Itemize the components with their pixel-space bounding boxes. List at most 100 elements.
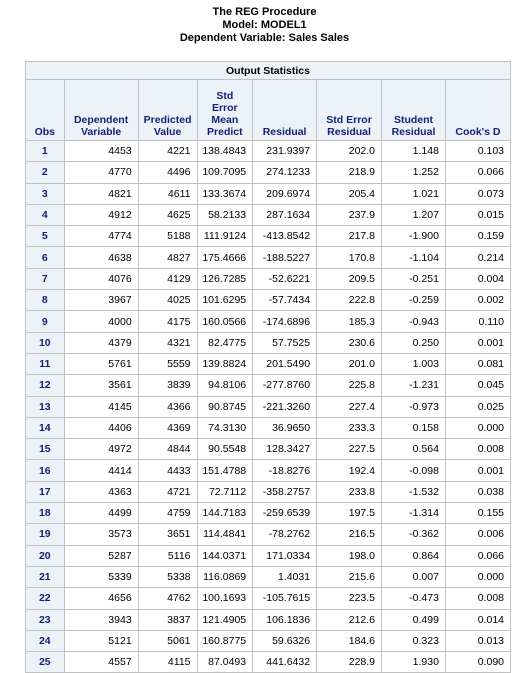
cell-student-residual: 1.003 <box>381 352 446 376</box>
cell-std-error-mean-predict: 133.3674 <box>196 182 254 205</box>
cell-std-error-mean-predict: 100.1693 <box>196 587 254 610</box>
cell-obs: 3 <box>25 182 65 205</box>
cell-residual: -18.8276 <box>252 459 318 482</box>
procedure-title: The REG Procedure <box>212 6 317 18</box>
table-row: 2 4770 4496 109.7095 274.1233 218.9 1.252 0.066 <box>25 161 512 184</box>
cell-dependent-value: 4076 <box>63 267 139 291</box>
output-statistics-table: Output Statistics Obs Dependent Variable … <box>25 61 512 673</box>
cell-student-residual: 0.158 <box>381 416 446 440</box>
cell-dependent-value: 4453 <box>63 139 139 163</box>
cell-residual: -174.6896 <box>252 310 318 333</box>
cell-dependent-value: 5287 <box>63 544 139 567</box>
cell-dependent-value: 5339 <box>63 565 139 589</box>
cell-predicted-value: 4759 <box>137 502 198 525</box>
table-row: 5 4774 5188 111.9124 -413.8542 217.8 -1.900 0.1… <box>25 225 512 248</box>
cell-dependent-value: 4414 <box>63 459 139 482</box>
table-body: 1 4453 4221 138.4843 231.9397 202.0 1.148 0.103… <box>25 139 512 673</box>
table-caption: Output Statistics <box>25 61 511 80</box>
table-row: 20 5287 5116 144.0371 171.0334 198.0 0.864 0.06… <box>25 544 512 567</box>
cell-student-residual: -0.362 <box>381 523 446 546</box>
cell-obs: 1 <box>25 139 65 163</box>
cell-obs: 5 <box>25 225 65 248</box>
cell-student-residual: -1.104 <box>381 246 446 269</box>
cell-predicted-value: 4129 <box>137 267 198 291</box>
cell-cooks-d: 0.000 <box>444 416 512 440</box>
cell-residual: 231.9397 <box>252 139 318 163</box>
table-row: 24 5121 5061 160.8775 59.6326 184.6 0.323 0.013 <box>25 629 512 653</box>
cell-cooks-d: 0.110 <box>444 310 512 333</box>
table-row: 19 3573 3651 114.4841 -78.2762 216.5 -0.362 0.0… <box>25 523 512 546</box>
header-std-error-residual: Std Error Residual <box>316 79 383 141</box>
cell-dependent-value: 3573 <box>63 523 139 546</box>
cell-std-error-residual: 209.5 <box>316 267 383 291</box>
cell-dependent-value: 4557 <box>63 651 139 673</box>
cell-cooks-d: 0.002 <box>444 289 512 312</box>
cell-residual: 59.6326 <box>252 629 318 653</box>
cell-student-residual: 1.021 <box>381 182 446 205</box>
cell-obs: 4 <box>25 203 65 227</box>
header-predicted-value: Predicted Value <box>137 79 198 141</box>
cell-student-residual: -1.314 <box>381 502 446 525</box>
cell-student-residual: 0.007 <box>381 565 446 589</box>
cell-obs: 11 <box>25 352 65 376</box>
cell-std-error-mean-predict: 87.0493 <box>196 651 254 673</box>
cell-std-error-residual: 201.0 <box>316 352 383 376</box>
cell-std-error-residual: 185.3 <box>316 310 383 333</box>
cell-student-residual: 1.207 <box>381 203 446 227</box>
cell-predicted-value: 4433 <box>137 459 198 482</box>
cell-std-error-residual: 217.8 <box>316 225 383 248</box>
cell-residual: 57.7525 <box>252 331 318 354</box>
cell-dependent-value: 4774 <box>63 225 139 248</box>
cell-cooks-d: 0.066 <box>444 161 512 184</box>
cell-predicted-value: 4762 <box>137 587 198 610</box>
cell-std-error-residual: 197.5 <box>316 502 383 525</box>
cell-dependent-value: 4145 <box>63 395 139 418</box>
cell-std-error-residual: 215.6 <box>316 565 383 589</box>
table-row: 16 4414 4433 151.4788 -18.8276 192.4 -0.098 0.0… <box>25 459 512 482</box>
table-row: 13 4145 4366 90.8745 -221.3260 227.4 -0.973 0.0… <box>25 395 512 418</box>
cell-obs: 2 <box>25 161 65 184</box>
cell-student-residual: 1.148 <box>381 139 446 163</box>
cell-residual: 201.5490 <box>252 352 318 376</box>
cell-predicted-value: 5188 <box>137 225 198 248</box>
cell-dependent-value: 4379 <box>63 331 139 354</box>
cell-std-error-residual: 223.5 <box>316 587 383 610</box>
cell-obs: 17 <box>25 480 65 504</box>
table-row: 9 4000 4175 160.0566 -174.6896 185.3 -0.943 0.1… <box>25 310 512 333</box>
cell-std-error-mean-predict: 109.7095 <box>196 161 254 184</box>
cell-std-error-mean-predict: 121.4905 <box>196 608 254 631</box>
table-row: 18 4499 4759 144.7183 -259.6539 197.5 -1.314 0.… <box>25 502 512 525</box>
cell-dependent-value: 4363 <box>63 480 139 504</box>
cell-residual: -78.2762 <box>252 523 318 546</box>
cell-student-residual: -0.973 <box>381 395 446 418</box>
table-row: 23 3943 3837 121.4905 106.1836 212.6 0.499 0.01… <box>25 608 512 631</box>
cell-std-error-residual: 233.3 <box>316 416 383 440</box>
cell-std-error-mean-predict: 101.6295 <box>196 289 254 312</box>
cell-student-residual: -0.098 <box>381 459 446 482</box>
table-row: 8 3967 4025 101.6295 -57.7434 222.8 -0.259 0.00… <box>25 289 512 312</box>
cell-std-error-residual: 202.0 <box>316 139 383 163</box>
cell-student-residual: -0.943 <box>381 310 446 333</box>
cell-predicted-value: 5338 <box>137 565 198 589</box>
cell-predicted-value: 3839 <box>137 374 198 397</box>
cell-cooks-d: 0.006 <box>444 523 512 546</box>
cell-std-error-residual: 227.5 <box>316 438 383 461</box>
cell-student-residual: 0.250 <box>381 331 446 354</box>
cell-std-error-residual: 216.5 <box>316 523 383 546</box>
cell-cooks-d: 0.038 <box>444 480 512 504</box>
cell-predicted-value: 4625 <box>137 203 198 227</box>
cell-residual: -221.3260 <box>252 395 318 418</box>
cell-residual: -277.8760 <box>252 374 318 397</box>
cell-obs: 20 <box>25 544 65 567</box>
cell-predicted-value: 4721 <box>137 480 198 504</box>
cell-cooks-d: 0.073 <box>444 182 512 205</box>
cell-std-error-mean-predict: 160.0566 <box>196 310 254 333</box>
cell-std-error-mean-predict: 139.8824 <box>196 352 254 376</box>
cell-std-error-mean-predict: 144.0371 <box>196 544 254 567</box>
cell-std-error-residual: 222.8 <box>316 289 383 312</box>
cell-predicted-value: 3651 <box>137 523 198 546</box>
cell-predicted-value: 4827 <box>137 246 198 269</box>
cell-dependent-value: 3561 <box>63 374 139 397</box>
cell-std-error-residual: 237.9 <box>316 203 383 227</box>
cell-cooks-d: 0.014 <box>444 608 512 631</box>
